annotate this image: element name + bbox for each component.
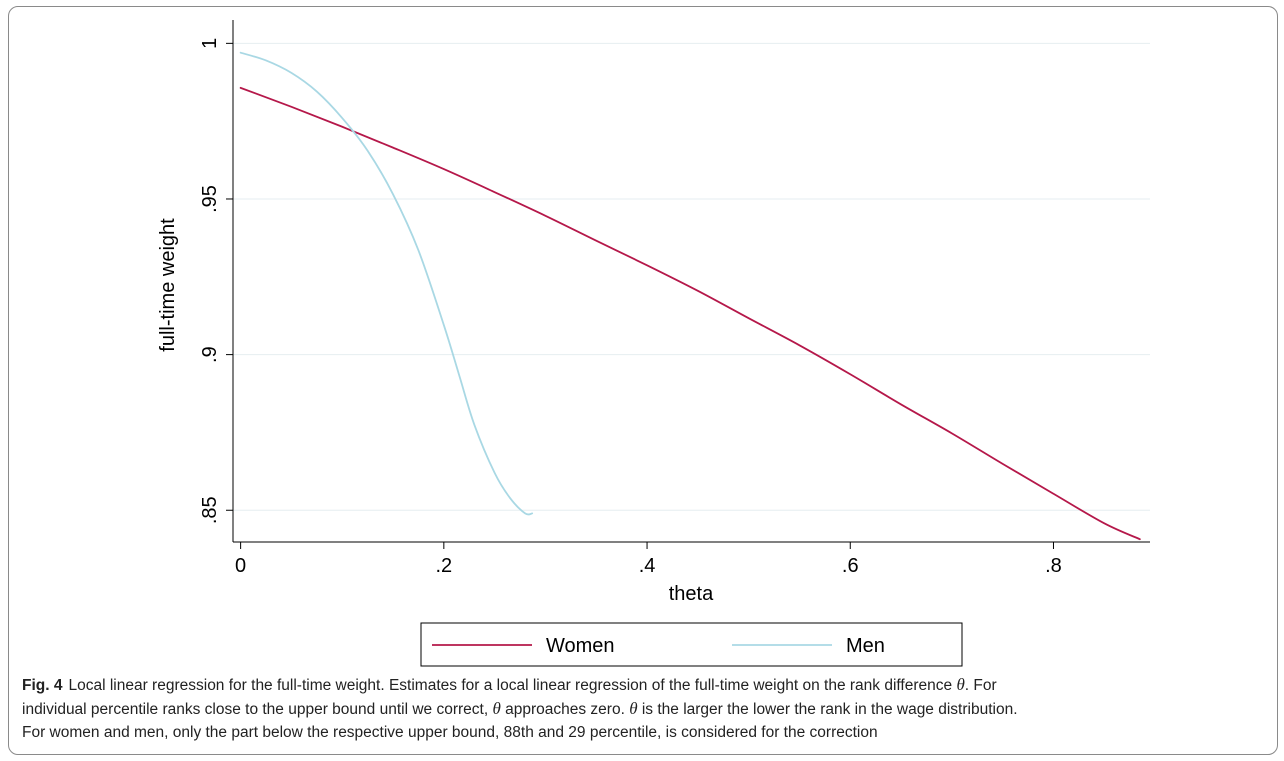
caption-text-2b: approaches zero. (500, 701, 630, 718)
caption-label: Fig. 4 (22, 677, 63, 694)
x-ticks: 0 .2 .4 .6 .8 (235, 542, 1062, 577)
y-tick-label: .85 (199, 496, 221, 524)
legend-label-women: Women (546, 635, 615, 657)
axes (232, 20, 1150, 543)
x-axis-label: theta (669, 583, 714, 605)
caption-text-2a: individual percentile ranks close to the… (22, 701, 493, 718)
y-axis-label: full-time weight (157, 218, 179, 352)
caption-text-1b: . For (964, 677, 997, 694)
theta-symbol: θ (492, 699, 501, 718)
series-line-women (239, 86, 1141, 541)
caption-text-2c: is the larger the lower the rank in the … (637, 701, 1018, 718)
x-tick-label: .4 (639, 555, 656, 577)
line-chart: 0 .2 .4 .6 .8 .85 .9 .95 1 theta full-time weig… (157, 20, 1150, 667)
y-tick-label: .9 (199, 346, 221, 363)
x-tick-label: .8 (1045, 555, 1062, 577)
caption-text-1a: Local linear regression for the full-tim… (68, 677, 957, 694)
x-tick-label: 0 (235, 555, 246, 577)
caption-text-3: For women and men, only the part below t… (22, 724, 878, 741)
y-tick-label: 1 (199, 38, 221, 49)
series-layer (239, 51, 1141, 541)
legend: Women Men (420, 622, 963, 667)
x-tick-label: .6 (842, 555, 859, 577)
y-ticks: .85 .9 .95 1 (199, 38, 233, 524)
figure-caption: Fig. 4 Local linear regression for the fu… (22, 673, 1267, 744)
figure-frame (8, 6, 1278, 755)
gridlines (233, 42, 1150, 511)
series-line-men (239, 51, 534, 516)
x-tick-label: .2 (435, 555, 452, 577)
theta-symbol: θ (629, 699, 638, 718)
theta-symbol: θ (956, 675, 965, 694)
y-tick-label: .95 (199, 185, 221, 213)
legend-label-men: Men (846, 635, 885, 657)
